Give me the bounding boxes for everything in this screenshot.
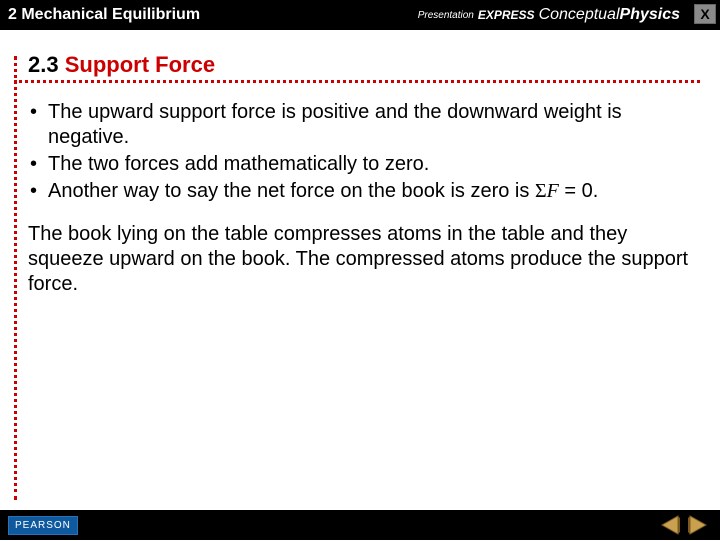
paragraph-text: The book lying on the table compresses a… [28, 222, 690, 297]
prev-button[interactable] [658, 514, 682, 536]
bullet-list: The upward support force is positive and… [28, 100, 690, 204]
list-item: The upward support force is positive and… [28, 100, 690, 150]
brand-main: ConceptualPhysics [539, 6, 680, 24]
force-var: F [547, 180, 559, 202]
section-title: 2.3 Support Force [28, 52, 690, 78]
section-number: 2.3 [28, 52, 59, 77]
equation-rest: = 0. [559, 180, 598, 202]
brand-pre: Presentation [418, 10, 474, 21]
bullet-text: The two forces add mathematically to zer… [48, 153, 429, 175]
chapter-title: 2 Mechanical Equilibrium [0, 6, 200, 24]
chevron-right-icon [686, 514, 710, 536]
list-item: Another way to say the net force on the … [28, 179, 690, 204]
top-bar: 2 Mechanical Equilibrium Presentation EX… [0, 0, 720, 30]
pearson-logo: PEARSON [8, 516, 78, 535]
list-item: The two forces add mathematically to zer… [28, 152, 690, 177]
slide-content: 2.3 Support Force The upward support for… [0, 30, 720, 510]
brand-light: Conceptual [539, 6, 620, 23]
close-button[interactable]: X [694, 4, 716, 24]
bullet-text: Another way to say the net force on the … [48, 180, 535, 202]
close-icon: X [700, 6, 709, 22]
brand-express: EXPRESS [478, 8, 535, 22]
brand-group: Presentation EXPRESS ConceptualPhysics [418, 0, 680, 30]
chevron-left-icon [658, 514, 682, 536]
sigma-symbol: Σ [535, 180, 547, 202]
section-name: Support Force [65, 52, 215, 77]
next-button[interactable] [686, 514, 710, 536]
bullet-text: The upward support force is positive and… [48, 101, 622, 148]
brand-bold: Physics [620, 6, 680, 23]
footer-bar: PEARSON [0, 510, 720, 540]
nav-arrows [658, 514, 710, 536]
